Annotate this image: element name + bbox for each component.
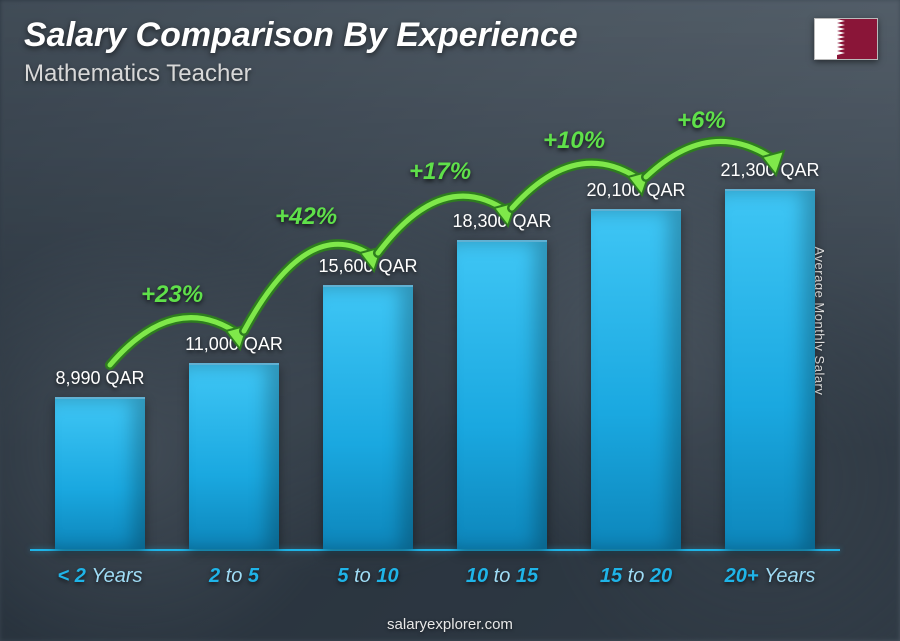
bar-chart: 8,990 QAR< 2 Years11,000 QAR2 to 515,600…: [30, 110, 840, 551]
bar-value-label: 15,600 QAR: [313, 256, 423, 277]
footer-attribution: salaryexplorer.com: [0, 616, 900, 633]
bar-value-label: 20,100 QAR: [581, 180, 691, 201]
bar-slot: 11,000 QAR2 to 5: [179, 110, 289, 551]
pct-increase-label: +23%: [141, 281, 203, 309]
pct-increase-label: +6%: [677, 107, 726, 135]
bar-value-label: 18,300 QAR: [447, 211, 557, 232]
bar: [323, 285, 413, 549]
bar-slot: 21,300 QAR20+ Years: [715, 110, 825, 551]
pct-increase-label: +42%: [275, 203, 337, 231]
bar-value-label: 11,000 QAR: [179, 334, 289, 355]
bar-value-label: 8,990 QAR: [45, 368, 155, 389]
bar-x-label: 15 to 20: [571, 565, 701, 588]
bar: [189, 363, 279, 549]
pct-increase-label: +17%: [409, 158, 471, 186]
bar-slot: 15,600 QAR5 to 10: [313, 110, 423, 551]
bar-x-label: < 2 Years: [35, 565, 165, 588]
bar: [591, 209, 681, 549]
infographic-canvas: Salary Comparison By Experience Mathemat…: [0, 0, 900, 641]
bar-x-label: 2 to 5: [169, 565, 299, 588]
bar-x-label: 20+ Years: [705, 565, 835, 588]
bar: [457, 240, 547, 549]
chart-title: Salary Comparison By Experience: [24, 16, 578, 55]
bar: [725, 189, 815, 549]
bar-value-label: 21,300 QAR: [715, 160, 825, 181]
bar-slot: 8,990 QAR< 2 Years: [45, 110, 155, 551]
bar-slot: 20,100 QAR15 to 20: [581, 110, 691, 551]
bar: [55, 397, 145, 549]
bar-x-label: 10 to 15: [437, 565, 567, 588]
chart-subtitle: Mathematics Teacher: [24, 60, 252, 88]
qatar-flag-icon: [814, 18, 878, 60]
bar-x-label: 5 to 10: [303, 565, 433, 588]
pct-increase-label: +10%: [543, 127, 605, 155]
